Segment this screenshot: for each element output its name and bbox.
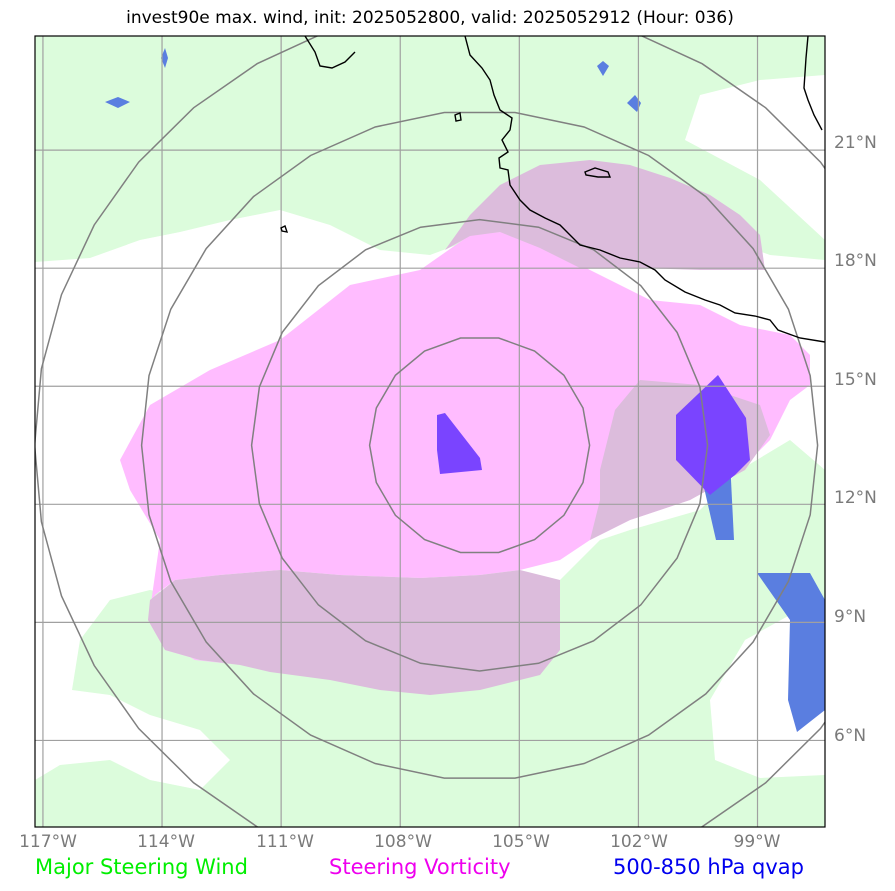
lon-tick-label: 114°W xyxy=(137,832,195,852)
island-1 xyxy=(454,112,462,122)
coastline xyxy=(280,36,825,343)
overlap-region-north xyxy=(445,160,765,270)
qvap-strong-center xyxy=(437,413,482,474)
range-ring-1 xyxy=(368,337,591,554)
lon-tick-label: 117°W xyxy=(19,832,77,852)
qvap-blob-southeast xyxy=(757,573,825,732)
coastline-northeast xyxy=(803,36,823,131)
range-ring-2 xyxy=(250,218,709,672)
lon-tick-label: 111°W xyxy=(256,832,314,852)
lon-tick-label: 105°W xyxy=(492,832,550,852)
legend-steering-vorticity: Steering Vorticity xyxy=(329,855,511,879)
range-ring-3 xyxy=(140,111,819,779)
map-frame xyxy=(34,35,826,828)
island-3 xyxy=(280,225,289,233)
lon-tick-label: 102°W xyxy=(610,832,668,852)
lat-tick-label: 18°N xyxy=(834,251,877,271)
graticule xyxy=(35,36,825,827)
qvap-blob-4 xyxy=(627,95,641,112)
lat-tick-label: 9°N xyxy=(834,607,867,627)
qvap-strong-east xyxy=(676,375,750,495)
qvap-blob-2 xyxy=(105,97,130,108)
legend-qvap: 500-850 hPa qvap xyxy=(613,855,804,879)
coastline-baja-tip xyxy=(304,36,356,69)
lat-tick-label: 15°N xyxy=(834,370,877,390)
qvap-blob-1 xyxy=(161,48,168,68)
coastline-mexico xyxy=(464,36,825,343)
lat-tick-label: 21°N xyxy=(834,133,877,153)
lat-tick-label: 12°N xyxy=(834,488,877,508)
legend-major-steering-wind: Major Steering Wind xyxy=(35,855,248,879)
lon-tick-label: 108°W xyxy=(374,832,432,852)
qvap-layer xyxy=(105,48,825,732)
island-2 xyxy=(584,167,612,178)
lon-tick-label: 99°W xyxy=(733,832,781,852)
wind-region-south xyxy=(35,440,825,827)
map-title: invest90e max. wind, init: 2025052800, v… xyxy=(126,8,734,28)
lat-tick-label: 6°N xyxy=(834,726,867,746)
qvap-blob-3 xyxy=(597,61,609,76)
